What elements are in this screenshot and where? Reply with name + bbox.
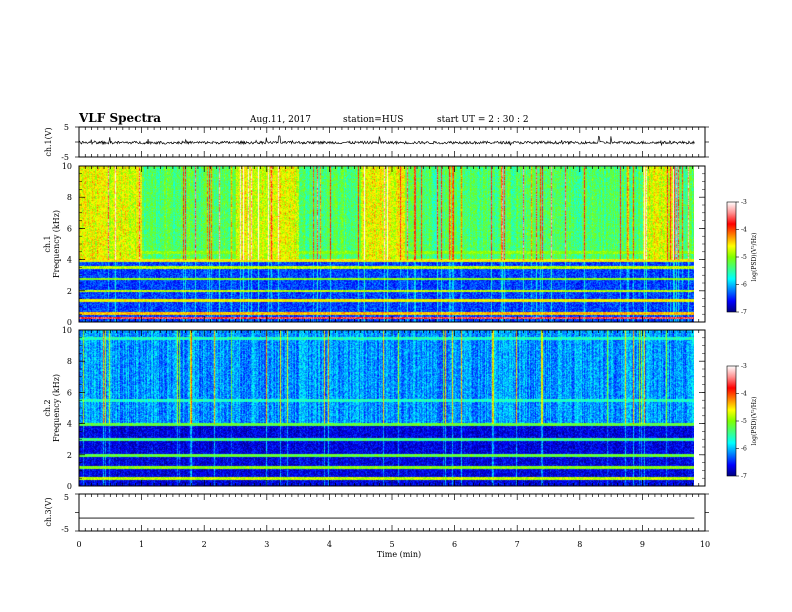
- station-label: station=HUS: [343, 115, 403, 125]
- ch1-time-ticks: [75, 126, 709, 158]
- time-tick-label: 2: [202, 540, 207, 549]
- colorbar-tick-label: -6: [741, 446, 747, 453]
- ch1-frequency-tick-labels: 0 2 4 6 8 10: [62, 162, 72, 327]
- time-tick-label: 0: [76, 540, 81, 549]
- ch1-ytick-bottom: -5: [61, 153, 69, 162]
- ch1-ylabel: ch.1(V): [44, 127, 53, 156]
- frequency-tick-label: 6: [67, 388, 72, 397]
- ch2-colorbar-ticks: -3 -4 -5 -6 -7: [736, 363, 747, 480]
- time-tick-label: 8: [577, 540, 582, 549]
- ch1-colorbar-label: log(PSD)(V²/Hz): [751, 233, 758, 282]
- ch1-waveform-panel: 5 -5 ch.1(V): [44, 123, 709, 162]
- time-tick-label: 4: [327, 540, 332, 549]
- ch1-frequency-axis-label: Frequency (kHz): [52, 210, 61, 278]
- colorbar-tick-label: -6: [741, 282, 747, 289]
- colorbar-tick-label: -4: [741, 391, 747, 398]
- time-tick-label: 7: [515, 540, 520, 549]
- frequency-tick-label: 4: [67, 256, 72, 265]
- time-axis-tick-labels: 0 1 2 3 4 5 6 7 8 9 10: [76, 540, 710, 549]
- frequency-tick-label: 4: [67, 420, 72, 429]
- colorbar-tick-label: -5: [741, 254, 747, 261]
- frequency-tick-label: 8: [67, 357, 72, 366]
- ch3-ytick-top: 5: [64, 493, 69, 502]
- ch2-spectrogram-ticks: [78, 329, 706, 487]
- time-tick-label: 1: [139, 540, 144, 549]
- ch1-spectrogram-heatmap: [79, 166, 694, 322]
- spectrogram-image: [79, 166, 694, 322]
- time-tick-label: 3: [264, 540, 269, 549]
- ch3-ytick-bottom: -5: [61, 525, 69, 534]
- time-tick-label: 5: [389, 540, 394, 549]
- colorbar-tick-label: -7: [741, 473, 747, 480]
- date-label: Aug.11, 2017: [249, 115, 311, 125]
- ch1-colorbar: -3 -4 -5 -6 -7 log(PSD)(V²/Hz): [726, 199, 758, 316]
- ch2-spectrogram-heatmap: [79, 330, 694, 486]
- ch2-colorbar-gradient: [726, 365, 737, 477]
- spectrogram-image: [79, 330, 694, 486]
- time-tick-label: 9: [640, 540, 645, 549]
- ch2-channel-label: ch.2: [43, 399, 52, 416]
- ch3-waveform-panel: 5 -5 ch.3(V): [44, 493, 709, 534]
- ch1-spectrogram-ticks: [78, 165, 706, 323]
- ch2-colorbar: -3 -4 -5 -6 -7 log(PSD)(V²/Hz): [726, 363, 758, 480]
- start-time-label: start UT = 2 : 30 : 2: [437, 115, 529, 125]
- colorbar-tick-label: -5: [741, 418, 747, 425]
- time-tick-label: 6: [452, 540, 457, 549]
- figure-title: VLF Spectra: [78, 111, 161, 125]
- ch1-waveform-trace: [78, 135, 695, 147]
- ch1-spectrogram-panel: 0 2 4 6 8 10 ch.1 Frequency (kHz) -3 -4 -5 -6 -7 …: [43, 162, 758, 327]
- ch1-colorbar-ticks: -3 -4 -5 -6 -7: [736, 199, 747, 316]
- frequency-tick-label: 10: [62, 326, 72, 335]
- ch3-ylabel: ch.3(V): [44, 497, 53, 526]
- colorbar-tick-label: -7: [741, 309, 747, 316]
- frequency-tick-label: 0: [67, 482, 72, 491]
- frequency-tick-label: 0: [67, 318, 72, 327]
- ch2-frequency-tick-labels: 0 2 4 6 8 10: [62, 326, 72, 491]
- frequency-tick-label: 2: [67, 451, 72, 460]
- frequency-tick-label: 10: [62, 162, 72, 171]
- colorbar-tick-label: -3: [741, 363, 747, 370]
- ch2-colorbar-label: log(PSD)(V²/Hz): [751, 397, 758, 446]
- time-tick-label: 10: [700, 540, 710, 549]
- ch1-ytick-top: 5: [64, 123, 69, 132]
- frequency-tick-label: 2: [67, 287, 72, 296]
- ch2-spectrogram-panel: 0 2 4 6 8 10 ch.2 Frequency (kHz) -3 -4 -5 -6 -7 …: [43, 326, 758, 491]
- ch1-channel-label: ch.1: [43, 235, 52, 252]
- ch3-time-ticks: [75, 493, 709, 532]
- colorbar-tick-label: -3: [741, 199, 747, 206]
- ch1-colorbar-gradient: [726, 201, 737, 313]
- time-axis-label: Time (min): [377, 550, 421, 559]
- frequency-tick-label: 8: [67, 193, 72, 202]
- colorbar-tick-label: -4: [741, 227, 747, 234]
- ch2-frequency-axis-label: Frequency (kHz): [52, 374, 61, 442]
- frequency-tick-label: 6: [67, 224, 72, 233]
